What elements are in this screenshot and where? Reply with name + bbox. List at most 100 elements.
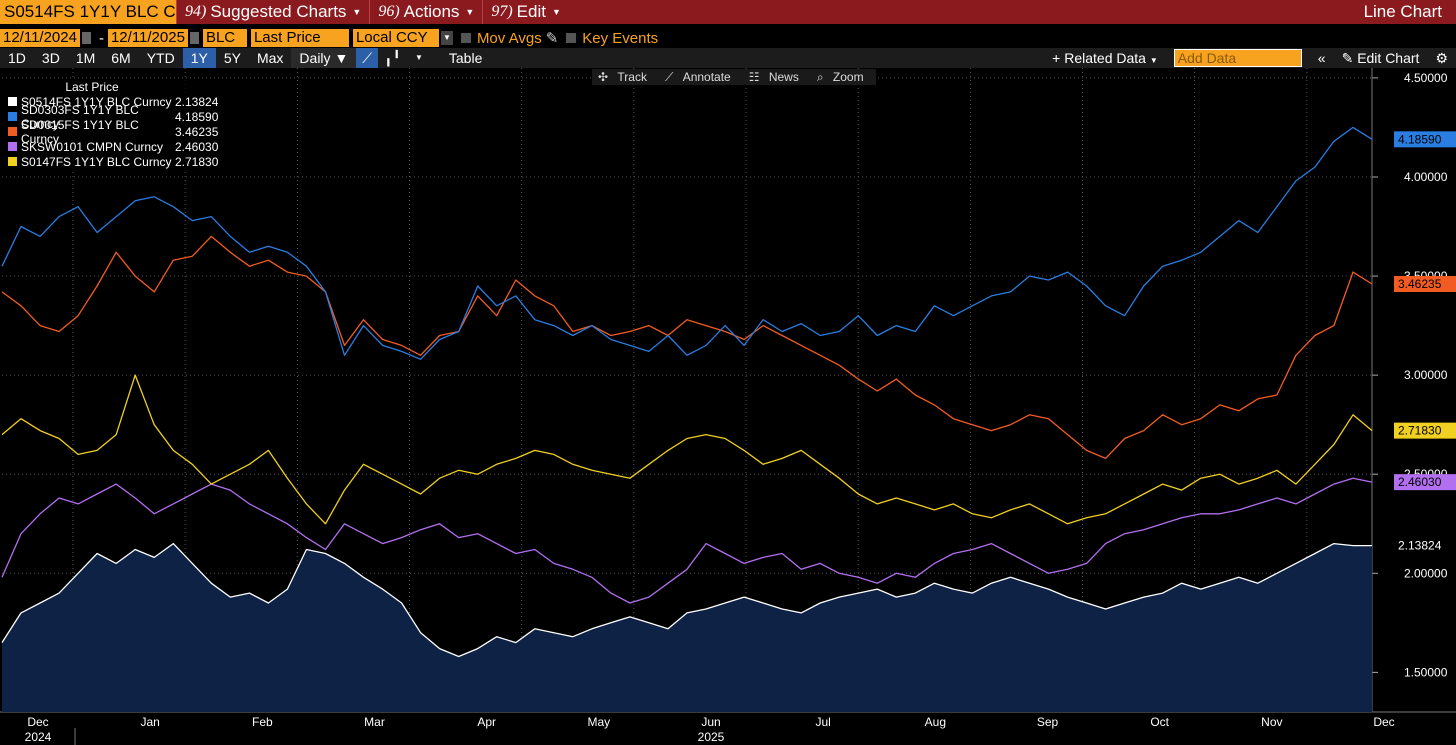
zoom-label: Zoom — [832, 70, 864, 84]
last-value-badge — [1394, 474, 1456, 491]
legend-swatch — [8, 157, 17, 166]
y-tick-label: 1.50000 — [1404, 665, 1448, 679]
x-tick-label: Nov — [1261, 715, 1282, 729]
caret-down-icon: ▼ — [1149, 56, 1158, 65]
table-button[interactable]: Table — [448, 50, 483, 66]
frequency-dropdown[interactable]: Daily ▼ — [291, 48, 357, 68]
plus-icon: + — [1052, 50, 1061, 66]
caret-down-icon: ▼ — [334, 50, 349, 66]
chart-tools: ✣ Track ⟋ Annotate ☷ News ⌕ Zoom — [592, 69, 876, 85]
legend-series-name: SKSW0101 CMPN Curncy — [21, 139, 164, 154]
chart-style-icon[interactable]: ╻╹ — [384, 50, 401, 66]
start-date-field[interactable]: 12/11/2024 — [0, 29, 80, 47]
pencil-icon[interactable]: ✎ — [545, 30, 559, 47]
legend-swatch — [8, 142, 17, 151]
frequency-label: Daily — [299, 50, 331, 66]
legend-entry[interactable]: SKSW0101 CMPN Curncy 2.46030 — [6, 139, 238, 154]
mov-avgs-label[interactable]: Mov Avgs — [476, 29, 542, 47]
period-3d[interactable]: 3D — [41, 50, 60, 66]
legend-entry[interactable]: S0514FS 1Y1Y BLC Curncy 2.13824 — [6, 94, 238, 109]
legend-swatch — [8, 112, 17, 121]
x-tick-label: Feb — [252, 715, 273, 729]
key-events-checkbox[interactable] — [566, 33, 577, 43]
add-data-input[interactable]: Add Data — [1173, 49, 1302, 67]
x-tick-label: May — [587, 715, 610, 729]
annotate-label: Annotate — [682, 70, 731, 84]
period-1d[interactable]: 1D — [8, 50, 26, 66]
series-line — [1, 477, 1373, 604]
end-date-field[interactable]: 12/11/2025 — [107, 29, 188, 47]
gear-icon[interactable]: ⚙ — [1435, 50, 1448, 66]
legend-entry[interactable]: S0147FS 1Y1Y BLC Curncy 2.71830 — [6, 154, 238, 169]
legend-swatch — [8, 127, 17, 136]
menu-label: Actions — [403, 2, 460, 21]
edit-chart-button[interactable]: ✎ Edit Chart — [1334, 48, 1428, 68]
last-value-label: 2.71830 — [1398, 424, 1442, 438]
legend-series-name: S0147FS 1Y1Y BLC Curncy — [21, 154, 172, 169]
legend-value: 2.13824 — [175, 94, 219, 109]
track-label: Track — [617, 70, 647, 84]
legend-series-name: S0514FS 1Y1Y BLC Curncy — [21, 94, 172, 109]
last-value-label: 4.18590 — [1398, 132, 1442, 146]
legend-entry[interactable]: SD0303FS 1Y1Y BLC Curncy 4.18590 — [6, 103, 238, 131]
period-1m[interactable]: 1M — [75, 50, 96, 66]
legend-value: 4.18590 — [175, 109, 219, 124]
last-value-badge — [1394, 275, 1456, 292]
news-label: News — [768, 70, 799, 84]
caret-down-icon: ▼ — [551, 7, 561, 17]
collapse-icon[interactable]: « — [1317, 50, 1326, 66]
x-tick-label: Dec — [27, 715, 48, 729]
menu-suggested-charts[interactable]: 94) Suggested Charts ▼ — [176, 0, 369, 24]
period-6m[interactable]: 6M — [111, 50, 131, 66]
x-tick-label: Sep — [1037, 715, 1059, 729]
last-value-badge — [1394, 537, 1456, 554]
menu-label: Suggested Charts — [210, 2, 347, 21]
y-tick-label: 3.00000 — [1404, 368, 1448, 382]
legend-entry[interactable]: SD0015FS 1Y1Y BLC Curncy 3.46235 — [6, 118, 238, 146]
y-tick-label: 4.50000 — [1404, 71, 1448, 85]
x-tick-label: Mar — [364, 715, 385, 729]
legend-series-name: SD0303FS 1Y1Y BLC Curncy — [21, 102, 139, 131]
news-tool[interactable]: ☷ News — [743, 69, 811, 85]
series-line — [1, 542, 1372, 658]
mov-avgs-checkbox[interactable] — [460, 33, 471, 43]
x-tick-label: Jul — [815, 715, 830, 729]
series-line — [1, 374, 1373, 525]
x-tick-label: Dec — [1373, 715, 1394, 729]
period-5y[interactable]: 5Y — [223, 50, 241, 66]
legend-swatch — [8, 97, 17, 106]
calendar-icon[interactable] — [189, 32, 199, 44]
source-field[interactable]: BLC — [202, 29, 247, 47]
key-events-label[interactable]: Key Events — [582, 29, 659, 47]
annotate-tool[interactable]: ⟋ Annotate — [659, 69, 743, 85]
x-tick-label: Jan — [140, 715, 159, 729]
x-tick-label: Aug — [925, 715, 946, 729]
caret-down-icon[interactable]: ▼ — [440, 31, 453, 45]
price-field[interactable]: Last Price — [250, 29, 349, 47]
related-data-label: Related Data — [1064, 50, 1146, 66]
caret-down-icon: ▼ — [465, 7, 475, 17]
menu-edit[interactable]: 97) Edit ▼ — [482, 0, 569, 24]
line-chart-icon[interactable]: ⟋ — [356, 48, 379, 68]
y-axis-area — [1372, 68, 1456, 712]
track-tool[interactable]: ✣ Track — [592, 69, 659, 85]
period-ytd[interactable]: YTD — [146, 50, 175, 66]
caret-down-icon[interactable]: ▼ — [414, 53, 423, 62]
date-dash: - — [98, 29, 104, 47]
toolbar-right: + Related Data ▼ Add Data « ✎ Edit Chart… — [1044, 48, 1456, 68]
menu-actions[interactable]: 96) Actions ▼ — [369, 0, 482, 24]
y-tick-label: 4.00000 — [1404, 170, 1448, 184]
period-max[interactable]: Max — [256, 50, 284, 66]
currency-field[interactable]: Local CCY — [352, 29, 439, 47]
period-1y[interactable]: 1Y — [182, 48, 216, 68]
related-data-button[interactable]: + Related Data ▼ — [1044, 48, 1166, 68]
menu-number: 97) — [491, 3, 513, 20]
menu-number: 96) — [378, 3, 400, 20]
zoom-tool[interactable]: ⌕ Zoom — [811, 69, 876, 85]
calendar-icon[interactable] — [81, 32, 91, 44]
legend-value: 3.46235 — [175, 124, 219, 139]
title-bar: S0514FS 1Y1Y BLC Curncy 94) Suggested Ch… — [0, 0, 1456, 24]
ticker-field[interactable]: S0514FS 1Y1Y BLC Curncy — [0, 0, 176, 24]
last-value-label: 2.13824 — [1398, 539, 1442, 553]
